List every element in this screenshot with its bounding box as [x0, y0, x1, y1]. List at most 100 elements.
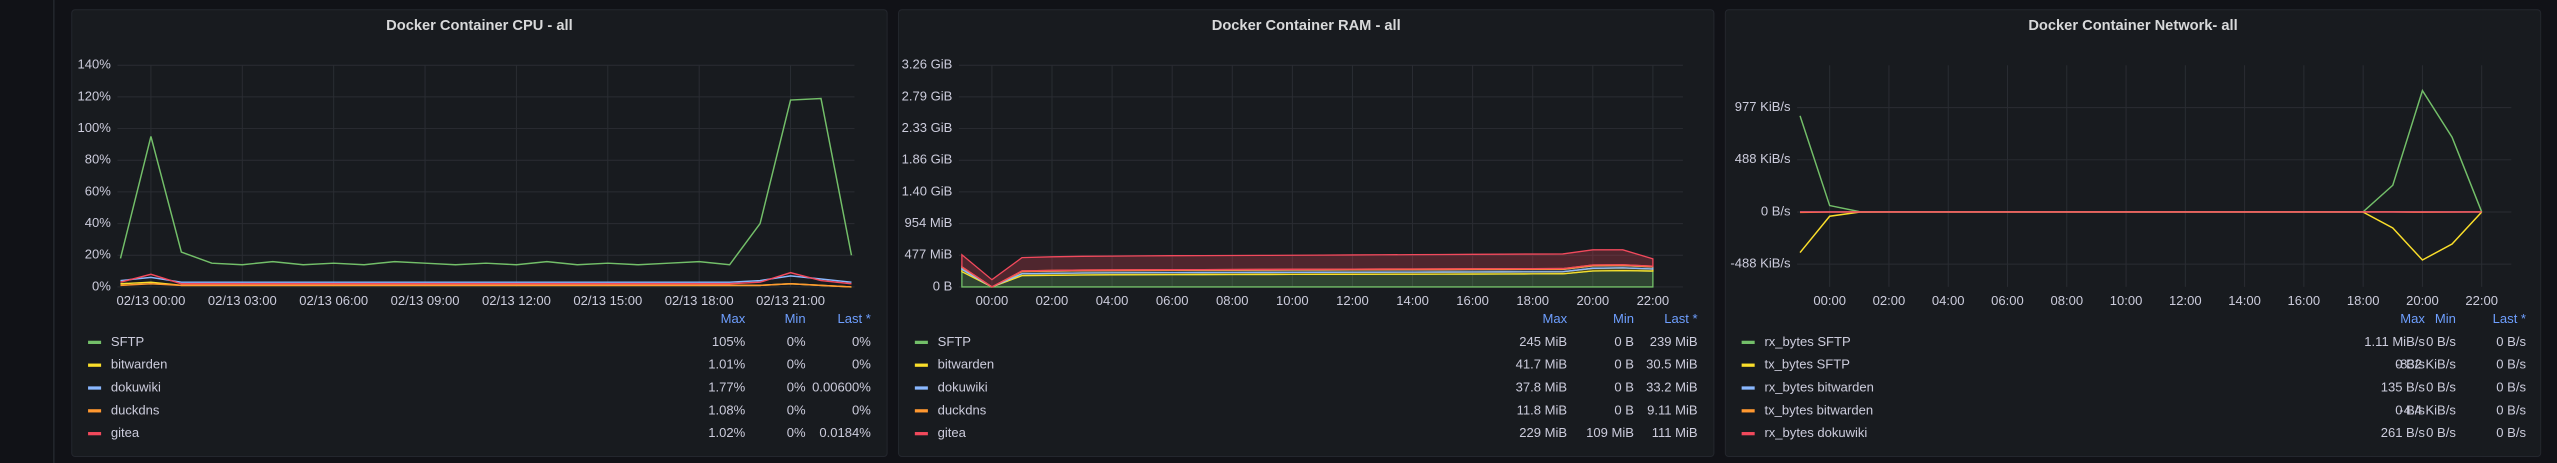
legend-name: tx_bytes SFTP: [1764, 357, 1849, 372]
y-tick-label: 977 KiB/s: [1735, 99, 1791, 114]
legend-name: duckdns: [938, 402, 987, 417]
x-tick-label: 18:00: [2347, 293, 2380, 308]
legend-value: 9.11 MiB: [1647, 402, 1697, 417]
x-tick-label: 12:00: [1336, 293, 1369, 308]
legend-value: 0 B: [1614, 402, 1634, 417]
legend-header: Last *: [837, 311, 870, 326]
legend-value: 1.08%: [708, 402, 745, 417]
legend-name: duckdns: [111, 402, 160, 417]
legend-name: gitea: [111, 425, 140, 440]
legend-name: rx_bytes SFTP: [1764, 334, 1850, 349]
panel-title: Docker Container CPU - all: [386, 18, 573, 34]
y-tick-label: 1.86 GiB: [902, 152, 953, 167]
x-tick-label: 20:00: [2406, 293, 2439, 308]
legend-value: 0 B/s: [2395, 357, 2425, 372]
legend-value: 41.7 MiB: [1516, 357, 1567, 372]
y-tick-label: 3.26 GiB: [902, 57, 953, 72]
y-tick-label: 2.79 GiB: [902, 88, 953, 103]
x-tick-label: 02:00: [1036, 293, 1069, 308]
legend-value: 0%: [852, 402, 871, 417]
x-tick-label: 10:00: [1276, 293, 1309, 308]
series-line: [120, 275, 852, 283]
y-tick-label: 40%: [85, 215, 111, 230]
legend-value: 0 B/s: [2496, 379, 2526, 394]
legend-value: 0%: [787, 379, 806, 394]
x-tick-label: 16:00: [1456, 293, 1489, 308]
y-tick-label: 477 MiB: [905, 247, 953, 262]
legend-name: SFTP: [111, 334, 144, 349]
legend-value: 105%: [712, 334, 746, 349]
legend-value: 0.0184%: [819, 425, 871, 440]
legend-name: bitwarden: [111, 357, 168, 372]
legend-value: 261 B/s: [2381, 425, 2426, 440]
x-tick-label: 04:00: [1932, 293, 1965, 308]
x-tick-label: 02/13 03:00: [208, 293, 277, 308]
x-tick-label: 02/13 06:00: [299, 293, 368, 308]
x-tick-label: 06:00: [1156, 293, 1189, 308]
panel: Docker Container Network- all -488 KiB/s 0…: [1724, 9, 2542, 457]
y-tick-label: 60%: [85, 183, 111, 198]
panel-background: [1724, 9, 2542, 457]
legend-value: 1.11 MiB/s: [2364, 334, 2425, 349]
legend-value: 0%: [852, 357, 871, 372]
legend-value: 0%: [787, 402, 806, 417]
series-line: [120, 283, 852, 288]
legend-header: Max: [721, 311, 746, 326]
x-tick-label: 22:00: [1637, 293, 1670, 308]
y-tick-label: 140%: [78, 57, 112, 72]
legend-value: -832 KiB/s: [2396, 357, 2457, 372]
legend-value: 245 MiB: [1519, 334, 1567, 349]
y-tick-label: 120%: [78, 88, 112, 103]
legend-name: dokuwiki: [111, 379, 161, 394]
legend-value: 0%: [787, 357, 806, 372]
legend-value: 0 B/s: [2426, 379, 2456, 394]
y-tick-label: 488 KiB/s: [1735, 151, 1791, 166]
legend-value: 0 B/s: [2496, 402, 2526, 417]
legend-header: Max: [2400, 311, 2425, 326]
x-tick-label: 02:00: [1873, 293, 1906, 308]
legend-value: 229 MiB: [1519, 425, 1567, 440]
legend-header: Last *: [2493, 311, 2526, 326]
legend-header: Min: [2435, 311, 2456, 326]
y-tick-label: 20%: [85, 247, 111, 262]
legend-value: -4.4 KiB/s: [2399, 402, 2456, 417]
x-tick-label: 00:00: [1813, 293, 1846, 308]
x-tick-label: 20:00: [1576, 293, 1609, 308]
x-tick-label: 16:00: [2288, 293, 2321, 308]
legend-value: 0 B/s: [2426, 425, 2456, 440]
legend-name: dokuwiki: [938, 379, 988, 394]
legend-name: tx_bytes bitwarden: [1764, 402, 1873, 417]
x-tick-label: 04:00: [1096, 293, 1129, 308]
legend-value: 1.01%: [708, 357, 745, 372]
panel-background: [898, 9, 1715, 457]
legend-value: 0 B/s: [2496, 334, 2526, 349]
legend-value: 0%: [787, 425, 806, 440]
legend-value: 33.2 MiB: [1646, 379, 1697, 394]
series-area: [961, 249, 1654, 288]
legend-value: 0%: [787, 334, 806, 349]
x-tick-label: 02/13 09:00: [391, 293, 460, 308]
x-tick-label: 14:00: [1396, 293, 1429, 308]
y-tick-label: 2.33 GiB: [902, 120, 953, 135]
legend-value: 111 MiB: [1652, 425, 1698, 440]
legend-value: 0%: [852, 334, 871, 349]
legend-header: Min: [1613, 311, 1634, 326]
legend-value: 0 B/s: [2496, 425, 2526, 440]
y-tick-label: 954 MiB: [905, 215, 953, 230]
legend-header: Last *: [1664, 311, 1697, 326]
x-tick-label: 22:00: [2465, 293, 2498, 308]
legend-value: 135 B/s: [2381, 379, 2426, 394]
y-tick-label: -488 KiB/s: [1730, 256, 1791, 271]
legend-value: 0 B/s: [2496, 357, 2526, 372]
x-tick-label: 02/13 21:00: [756, 293, 825, 308]
legend-value: 11.8 MiB: [1517, 402, 1567, 417]
x-tick-label: 08:00: [2050, 293, 2083, 308]
x-tick-label: 02/13 12:00: [482, 293, 551, 308]
legend-value: 30.5 MiB: [1646, 357, 1697, 372]
legend-name: rx_bytes bitwarden: [1764, 379, 1873, 394]
x-tick-label: 10:00: [2110, 293, 2143, 308]
legend-value: 0.00600%: [812, 379, 871, 394]
x-tick-label: 02/13 00:00: [116, 293, 185, 308]
